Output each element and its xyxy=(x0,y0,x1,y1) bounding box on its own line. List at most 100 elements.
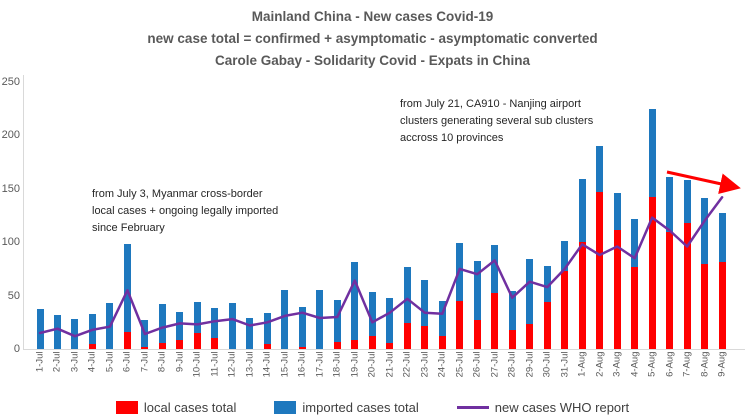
y-axis-label: 250 xyxy=(1,76,20,88)
x-axis-label: 21-Jul xyxy=(384,351,396,378)
imported-bar-segment xyxy=(333,299,341,342)
local-bar-segment xyxy=(421,325,429,349)
imported-bar-segment xyxy=(193,302,201,333)
imported-swatch-icon xyxy=(274,401,297,414)
local-bar-segment xyxy=(526,324,534,349)
local-bar-segment xyxy=(701,263,709,349)
x-axis-label: 15-Jul xyxy=(279,351,291,378)
annotation-myanmar: from July 3, Myanmar cross-border local … xyxy=(92,188,279,234)
x-axis-label: 18-Jul xyxy=(331,351,343,378)
x-axis-label: 16-Jul xyxy=(296,351,308,378)
imported-bar-segment xyxy=(701,198,709,264)
chart-legend: local cases total imported cases total n… xyxy=(0,400,745,415)
y-axis-label: 0 xyxy=(13,343,20,355)
x-axis-label: 29-Jul xyxy=(524,351,536,378)
legend-label-who: new cases WHO report xyxy=(494,400,630,415)
local-bar-segment xyxy=(158,342,166,349)
x-axis-label: 12-Jul xyxy=(226,351,238,378)
x-axis-label: 6-Jul xyxy=(121,351,133,373)
imported-bar-segment xyxy=(578,179,586,243)
y-axis-label: 100 xyxy=(1,236,20,249)
legend-item-imported: imported cases total xyxy=(274,400,419,415)
imported-bar-segment xyxy=(508,291,516,330)
imported-bar-segment xyxy=(281,290,289,349)
imported-bar-segment xyxy=(403,266,411,324)
y-axis-label: 150 xyxy=(1,182,20,195)
local-bar-segment xyxy=(176,340,184,349)
imported-bar-segment xyxy=(106,303,114,349)
x-axis-label: 24-Jul xyxy=(436,351,448,378)
imported-bar-segment xyxy=(263,312,271,344)
imported-bar-segment xyxy=(473,261,481,321)
x-axis-label: 28-Jul xyxy=(506,351,518,378)
x-axis-label: 7-Aug xyxy=(681,351,693,377)
x-axis-label: 13-Jul xyxy=(244,351,256,378)
legend-label-local: local cases total xyxy=(143,400,237,415)
x-axis-label: 7-Jul xyxy=(139,351,151,373)
x-axis-label: 8-Aug xyxy=(699,351,711,377)
x-axis-label: 27-Jul xyxy=(489,351,501,378)
imported-bar-segment xyxy=(456,243,464,301)
x-axis-label: 17-Jul xyxy=(314,351,326,378)
local-bar-segment xyxy=(211,338,219,349)
imported-bar-segment xyxy=(386,297,394,343)
y-axis-label: 50 xyxy=(7,289,20,302)
imported-bar-segment xyxy=(491,245,499,294)
legend-item-who: new cases WHO report xyxy=(456,400,630,415)
legend-label-imported: imported cases total xyxy=(302,400,419,415)
x-axis-line xyxy=(23,349,745,350)
chart-title-line3: Carole Gabay - Solidarity Covid - Expats… xyxy=(214,53,531,68)
local-bar-segment xyxy=(386,342,394,349)
local-bar-segment xyxy=(298,346,306,349)
local-bar-segment xyxy=(263,343,271,349)
local-bar-segment xyxy=(683,222,691,349)
local-bar-segment xyxy=(596,192,604,349)
imported-bar-segment xyxy=(683,180,691,223)
chart-title: Mainland China - New cases Covid-19 new … xyxy=(0,6,745,72)
x-axis-label: 19-Jul xyxy=(349,351,361,378)
x-axis-label: 5-Jul xyxy=(104,351,116,373)
chart-title-line1: Mainland China - New cases Covid-19 xyxy=(251,9,494,24)
local-bar-segment xyxy=(193,332,201,349)
imported-bar-segment xyxy=(211,308,219,339)
x-axis-label: 11-Jul xyxy=(209,351,221,377)
imported-bar-segment xyxy=(123,244,131,332)
x-axis-label: 31-Jul xyxy=(559,351,571,378)
local-bar-segment xyxy=(491,293,499,349)
imported-bar-segment xyxy=(648,108,656,198)
x-axis-label: 2-Aug xyxy=(594,351,606,377)
imported-bar-segment xyxy=(421,279,429,326)
y-axis-label: 200 xyxy=(1,129,20,142)
imported-bar-segment xyxy=(36,309,44,349)
x-axis-label: 4-Jul xyxy=(86,351,98,373)
x-axis-label: 1-Jul xyxy=(34,351,46,373)
x-axis-label: 3-Aug xyxy=(611,351,623,377)
x-axis-label: 20-Jul xyxy=(366,351,378,378)
local-bar-segment xyxy=(613,230,621,349)
local-bar-segment xyxy=(141,346,149,349)
local-bar-segment xyxy=(578,242,586,349)
x-axis-label: 22-Jul xyxy=(401,351,413,378)
x-axis-label: 2-Jul xyxy=(51,351,63,373)
imported-bar-segment xyxy=(438,300,446,337)
local-bar-segment xyxy=(718,262,726,349)
local-bar-segment xyxy=(508,329,516,349)
local-bar-segment xyxy=(88,343,96,349)
x-axis-label: 3-Jul xyxy=(69,351,81,373)
imported-bar-segment xyxy=(631,218,639,267)
trend-arrow-icon xyxy=(666,170,741,195)
local-bar-segment xyxy=(438,336,446,349)
imported-bar-segment xyxy=(71,319,79,349)
x-axis-label: 25-Jul xyxy=(454,351,466,378)
y-axis-line xyxy=(23,75,24,349)
imported-bar-segment xyxy=(53,314,61,349)
local-bar-segment xyxy=(666,231,674,349)
x-axis-label: 9-Aug xyxy=(716,351,728,377)
x-axis-label: 5-Aug xyxy=(646,351,658,377)
imported-bar-segment xyxy=(351,262,359,341)
x-axis-label: 30-Jul xyxy=(541,351,553,378)
x-axis-label: 6-Aug xyxy=(664,351,676,377)
imported-bar-segment xyxy=(298,307,306,347)
x-axis-label: 26-Jul xyxy=(471,351,483,378)
